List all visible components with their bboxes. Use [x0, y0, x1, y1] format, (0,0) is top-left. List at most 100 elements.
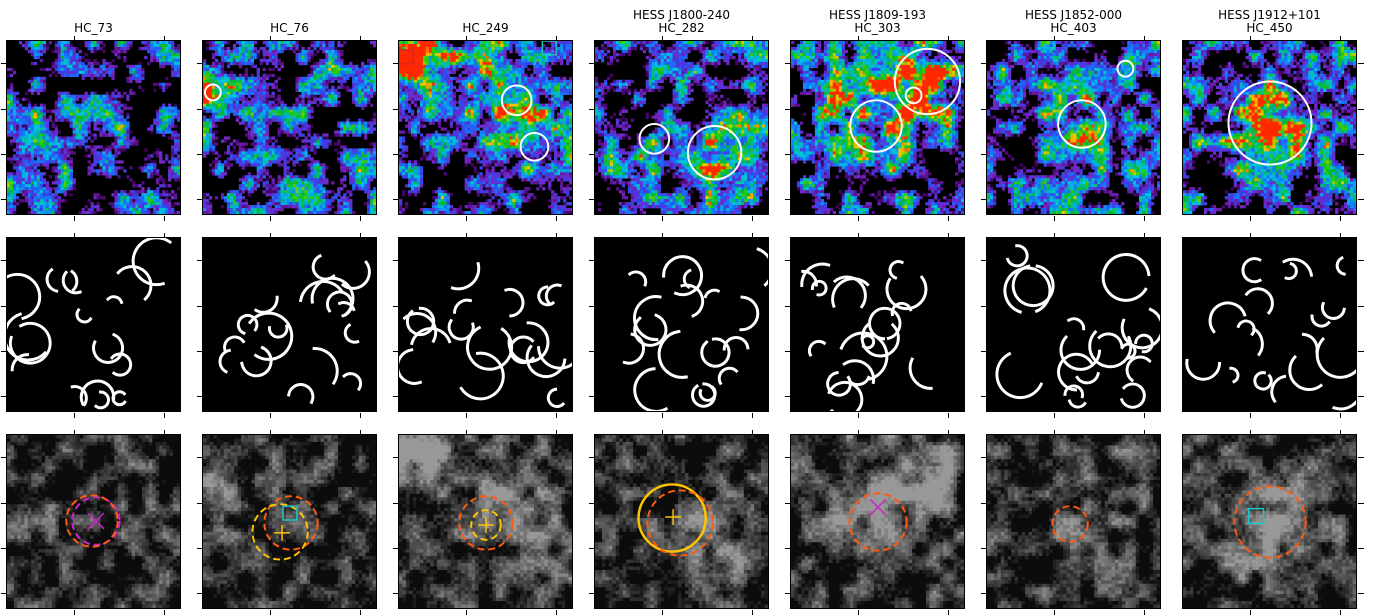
- gray-pixel: [152, 483, 156, 487]
- intensity-pixel: [67, 110, 70, 113]
- gray-pixel: [66, 456, 70, 460]
- intensity-pixel: [43, 187, 46, 190]
- intensity-pixel: [120, 208, 123, 211]
- gray-pixel: [142, 522, 146, 526]
- gray-pixel: [31, 470, 35, 474]
- intensity-pixel: [96, 119, 99, 122]
- gray-pixel: [45, 501, 49, 505]
- gray-pixel: [173, 580, 177, 584]
- intensity-pixel: [120, 160, 123, 163]
- gray-pixel: [166, 466, 170, 470]
- gray-pixel: [114, 546, 118, 550]
- intensity-pixel: [301, 77, 304, 80]
- gray-pixel: [177, 587, 180, 591]
- intensity-pixel: [31, 181, 34, 184]
- gray-pixel: [97, 570, 101, 574]
- gray-pixel: [135, 480, 139, 484]
- gray-pixel: [163, 438, 167, 442]
- gray-pixel: [145, 494, 149, 498]
- gray-pixel: [149, 497, 153, 501]
- intensity-pixel: [135, 193, 138, 196]
- intensity-pixel: [40, 178, 43, 181]
- intensity-pixel: [150, 44, 153, 47]
- gray-pixel: [7, 566, 11, 570]
- intensity-pixel: [13, 130, 16, 133]
- gray-pixel: [31, 563, 35, 567]
- gray-pixel: [170, 577, 174, 581]
- gray-pixel: [114, 591, 118, 595]
- intensity-pixel: [40, 107, 43, 110]
- intensity-pixel: [242, 56, 245, 59]
- gray-pixel: [10, 449, 14, 453]
- gray-pixel: [111, 477, 115, 481]
- intensity-pixel: [328, 77, 331, 80]
- intensity-pixel: [102, 50, 105, 53]
- gray-pixel: [121, 532, 125, 536]
- intensity-pixel: [91, 205, 94, 208]
- intensity-pixel: [159, 59, 162, 62]
- intensity-pixel: [114, 208, 117, 211]
- intensity-pixel: [91, 151, 94, 154]
- intensity-pixel: [233, 59, 236, 62]
- intensity-pixel: [31, 187, 34, 190]
- intensity-pixel: [34, 202, 37, 205]
- gray-pixel: [7, 539, 11, 543]
- intensity-pixel: [22, 122, 25, 125]
- gray-pixel: [52, 466, 56, 470]
- gray-pixel: [107, 442, 111, 446]
- gray-pixel: [138, 522, 142, 526]
- gray-pixel: [59, 573, 63, 577]
- intensity-pixel: [49, 119, 52, 122]
- gray-pixel: [24, 522, 28, 526]
- gray-pixel: [21, 466, 25, 470]
- gray-pixel: [142, 470, 146, 474]
- intensity-pixel: [67, 154, 70, 157]
- intensity-pixel: [328, 74, 331, 77]
- gray-pixel: [138, 445, 142, 449]
- intensity-pixel: [177, 166, 180, 169]
- gray-pixel: [114, 438, 118, 442]
- intensity-pixel: [254, 65, 257, 68]
- intensity-pixel: [88, 128, 91, 131]
- intensity-pixel: [328, 53, 331, 56]
- gray-pixel: [7, 584, 11, 588]
- intensity-pixel: [52, 133, 55, 136]
- gray-pixel: [177, 528, 180, 532]
- gray-pixel: [7, 560, 11, 564]
- gray-pixel: [69, 445, 73, 449]
- gray-pixel: [69, 560, 73, 564]
- gray-pixel: [38, 497, 42, 501]
- gray-pixel: [128, 525, 132, 529]
- intensity-pixel: [123, 199, 126, 202]
- gray-pixel: [163, 556, 167, 560]
- gray-pixel: [17, 560, 21, 564]
- gray-pixel: [42, 546, 46, 550]
- intensity-pixel: [22, 125, 25, 128]
- intensity-pixel: [70, 175, 73, 178]
- intensity-pixel: [94, 157, 97, 160]
- intensity-pixel: [94, 71, 97, 74]
- intensity-pixel: [361, 74, 364, 77]
- intensity-pixel: [13, 190, 16, 193]
- gray-pixel: [163, 470, 167, 474]
- intensity-pixel: [171, 169, 174, 172]
- intensity-pixel: [7, 116, 10, 119]
- gray-pixel: [170, 459, 174, 463]
- gray-pixel: [76, 435, 80, 439]
- gray-pixel: [152, 518, 156, 522]
- intensity-pixel: [37, 142, 40, 145]
- gray-pixel: [152, 511, 156, 515]
- intensity-pixel: [150, 160, 153, 163]
- gray-pixel: [163, 573, 167, 577]
- intensity-pixel: [7, 98, 10, 101]
- intensity-pixel: [43, 41, 46, 44]
- gray-pixel: [69, 605, 73, 608]
- gray-pixel: [62, 587, 66, 591]
- gray-pixel: [166, 452, 170, 456]
- intensity-pixel: [94, 101, 97, 104]
- intensity-pixel: [313, 65, 316, 68]
- intensity-pixel: [168, 128, 171, 131]
- gray-pixel: [35, 494, 39, 498]
- intensity-pixel: [52, 122, 55, 125]
- gray-pixel: [14, 459, 18, 463]
